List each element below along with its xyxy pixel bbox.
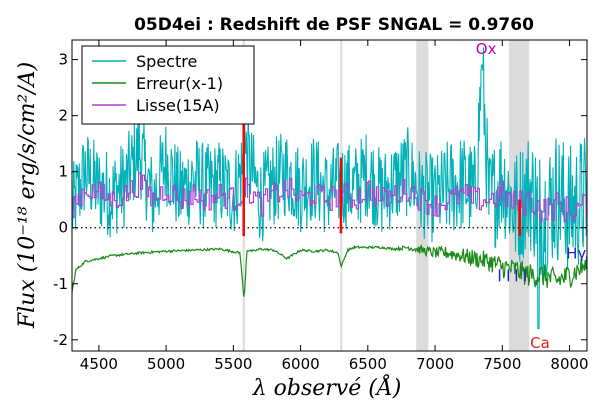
legend: Spectre Erreur(x-1) Lisse(15A) xyxy=(81,45,255,125)
plot-frame xyxy=(71,39,588,352)
shaded-band-2 xyxy=(416,40,429,351)
annotation-2: Hγ xyxy=(566,245,586,263)
x-tick-label-4: 6500 xyxy=(349,355,387,373)
x-tick-label-0: 4500 xyxy=(80,355,118,373)
annotations: Ox Ca Hγ xyxy=(476,40,587,352)
y-tick-label-3: 1 xyxy=(58,163,68,181)
y-axis-ticks: -2 -1 0 1 2 3 xyxy=(53,51,587,349)
y-tick-label-5: 3 xyxy=(58,51,68,69)
annotation-0: Ox xyxy=(476,40,497,58)
marker-ticks xyxy=(498,269,526,282)
legend-box xyxy=(81,45,255,125)
x-tick-label-6: 7500 xyxy=(483,355,521,373)
series-layer xyxy=(71,47,588,330)
x-axis-label: λ observé (Å) xyxy=(252,373,402,400)
series-lisse-15a- xyxy=(72,172,587,223)
x-axis-ticks: 4500 5000 5500 6000 6500 7000 7500 8000 xyxy=(80,40,589,373)
series-spectre xyxy=(71,47,588,330)
y-tick-label-2: 0 xyxy=(58,219,68,237)
annotation-1: Ca xyxy=(530,334,550,352)
legend-label-0: Spectre xyxy=(136,52,197,71)
legend-label-1: Erreur(x-1) xyxy=(136,74,223,93)
x-tick-label-2: 5500 xyxy=(214,355,252,373)
y-tick-label-1: -1 xyxy=(53,275,68,293)
x-tick-label-7: 8000 xyxy=(550,355,588,373)
chart-title: 05D4ei : Redshift de PSF SNGAL = 0.9760 xyxy=(134,15,534,35)
x-tick-label-1: 5000 xyxy=(147,355,185,373)
y-tick-label-4: 2 xyxy=(58,107,68,125)
x-tick-label-3: 6000 xyxy=(281,355,319,373)
y-tick-label-0: -2 xyxy=(53,331,68,349)
y-axis-label: Flux (10⁻¹⁸ erg/s/cm²/A) xyxy=(15,62,40,329)
x-tick-label-5: 7000 xyxy=(416,355,454,373)
legend-label-2: Lisse(15A) xyxy=(136,96,220,115)
series-erreur-x-1- xyxy=(71,244,588,297)
